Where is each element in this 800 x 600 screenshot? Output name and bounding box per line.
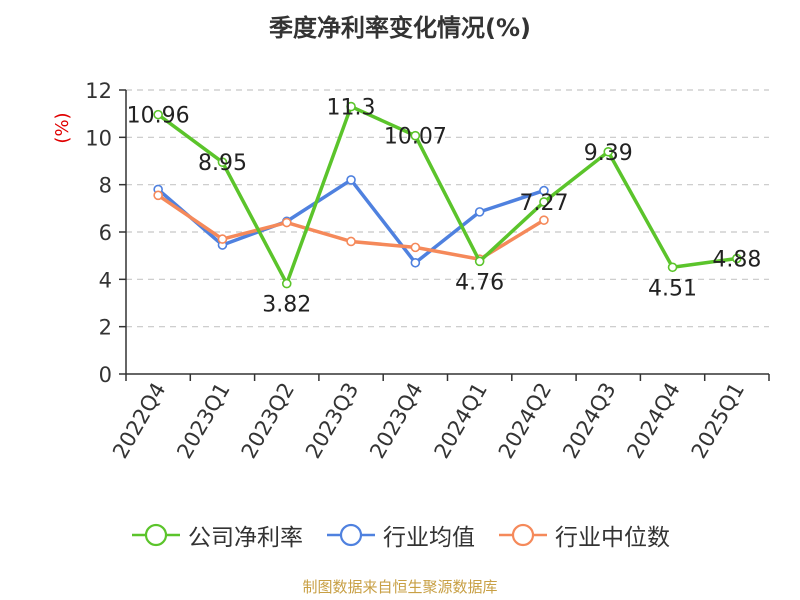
y-tick-label: 6	[99, 221, 112, 245]
data-point	[474, 256, 485, 267]
data-point	[667, 262, 678, 273]
data-point	[217, 157, 228, 167]
x-tick-label: 2024Q4	[622, 379, 684, 463]
x-tick-label: 2024Q1	[430, 379, 492, 463]
y-tick-label: 2	[99, 316, 112, 340]
legend-item[interactable]: 公司净利率	[130, 518, 303, 552]
data-point	[346, 101, 356, 112]
data-point	[732, 253, 742, 264]
legend-label: 公司净利率	[188, 525, 303, 551]
x-tick-label: 2023Q3	[301, 379, 363, 463]
data-point	[346, 175, 356, 185]
x-tick-label: 2023Q4	[365, 379, 427, 463]
data-label: 8.95	[198, 151, 247, 176]
series-line	[157, 104, 738, 286]
data-label: 4.51	[648, 276, 697, 301]
chart-title: 季度净利率变化情况(%)	[269, 14, 531, 42]
data-label: 7.27	[519, 191, 568, 216]
data-point	[474, 207, 485, 217]
data-point	[346, 236, 356, 247]
x-tick-label: 2025Q1	[687, 379, 749, 463]
data-point	[539, 197, 549, 207]
data-label: 4.76	[455, 270, 504, 295]
y-tick-label: 10	[85, 126, 112, 150]
data-point	[539, 185, 549, 196]
data-labels: 10.96 8.95 3.82 11.3 10.07 4.76 7.27 9.39 4.51 4.…	[127, 96, 762, 318]
data-point	[153, 109, 163, 120]
y-axis-label: (%)	[52, 112, 73, 143]
data-label: 10.96	[127, 104, 190, 129]
x-tick-label: 2024Q3	[558, 379, 620, 463]
data-point	[281, 278, 292, 289]
data-point	[410, 130, 421, 141]
data-point	[217, 234, 228, 244]
legend-marker-icon	[499, 523, 547, 547]
data-point	[603, 146, 614, 157]
data-point	[539, 215, 549, 225]
legend-marker-icon	[132, 523, 180, 547]
series-line	[157, 193, 545, 261]
y-tick-label: 8	[99, 174, 112, 198]
legend-marker-icon	[327, 523, 375, 547]
x-tick-label: 2022Q4	[108, 379, 170, 463]
data-label: 4.88	[712, 248, 761, 273]
grid-lines	[126, 89, 769, 328]
y-tick-label: 0	[99, 363, 112, 387]
legend-item[interactable]: 行业均值	[325, 518, 475, 552]
data-label: 11.3	[327, 96, 376, 121]
data-point	[410, 242, 421, 253]
x-tick-label: 2023Q2	[237, 379, 299, 463]
legend: 公司净利率 行业均值 行业中位数	[0, 518, 800, 552]
legend-label: 行业中位数	[555, 525, 670, 551]
source-note: 制图数据来自恒生聚源数据库	[302, 578, 498, 596]
legend-label: 行业均值	[383, 525, 475, 551]
data-label: 3.82	[262, 293, 311, 318]
legend-item[interactable]: 行业中位数	[497, 518, 670, 552]
data-point	[410, 257, 421, 268]
data-label: 10.07	[384, 125, 447, 150]
x-tick-label: 2023Q1	[172, 379, 234, 463]
data-point	[281, 217, 292, 228]
series-line	[157, 178, 545, 265]
y-tick-label: 12	[85, 79, 112, 103]
x-tick-label: 2024Q2	[494, 379, 556, 463]
data-point	[153, 190, 163, 201]
data-label: 9.39	[584, 141, 633, 166]
y-tick-label: 4	[99, 268, 112, 292]
series-lines	[153, 101, 742, 289]
